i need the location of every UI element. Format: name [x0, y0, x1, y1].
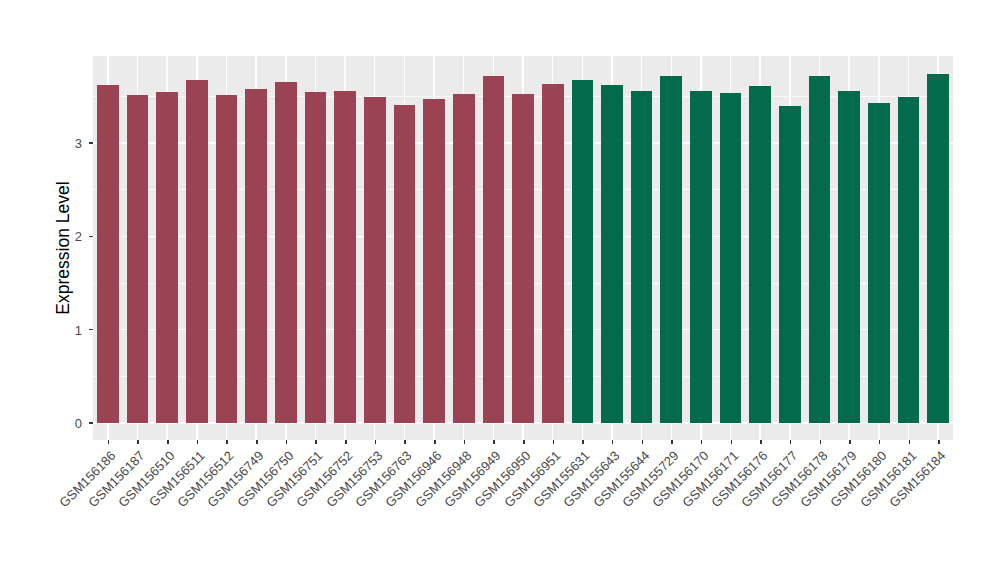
bar-GSM156176 — [749, 86, 771, 423]
bar-GSM156763 — [394, 105, 416, 423]
x-axis-slot: GSM156948 — [453, 440, 475, 580]
x-tick-mark — [167, 440, 169, 444]
x-tick-mark — [553, 440, 555, 444]
bar-GSM156752 — [334, 91, 356, 423]
x-axis-slot: GSM155631 — [572, 440, 594, 580]
bar-GSM156950 — [512, 94, 534, 423]
x-axis-slot: GSM156178 — [809, 440, 831, 580]
x-tick-mark — [909, 440, 911, 444]
x-axis-slot: GSM156750 — [275, 440, 297, 580]
x-axis-slot: GSM156176 — [749, 440, 771, 580]
x-axis-slot: GSM156949 — [483, 440, 505, 580]
bar-GSM156171 — [720, 93, 742, 423]
bar-GSM156170 — [690, 91, 712, 423]
bar-GSM156186 — [97, 85, 119, 423]
x-tick-mark — [226, 440, 228, 444]
bar-GSM155729 — [660, 76, 682, 423]
bar-GSM156512 — [216, 95, 238, 423]
y-tick-mark — [89, 329, 93, 331]
bar-GSM156181 — [898, 97, 920, 423]
x-axis-slot: GSM156171 — [720, 440, 742, 580]
bar-GSM156750 — [275, 82, 297, 423]
x-axis: GSM156186 GSM156187 GSM156510 GSM156511 GSM1… — [93, 440, 953, 580]
x-axis-slot: GSM156763 — [394, 440, 416, 580]
x-axis-slot: GSM156749 — [245, 440, 267, 580]
x-tick-mark — [701, 440, 703, 444]
bar-GSM156511 — [186, 80, 208, 423]
x-tick-mark — [315, 440, 317, 444]
x-axis-slot: GSM156751 — [305, 440, 327, 580]
x-axis-slot: GSM156184 — [927, 440, 949, 580]
x-axis-slot: GSM156181 — [898, 440, 920, 580]
x-tick-mark — [108, 440, 110, 444]
x-axis-slot: GSM156511 — [186, 440, 208, 580]
x-axis-slot: GSM156510 — [156, 440, 178, 580]
x-tick-mark — [879, 440, 881, 444]
y-tick-label: 0 — [75, 416, 82, 431]
bar-GSM156946 — [423, 99, 445, 423]
x-axis-slot: GSM156752 — [334, 440, 356, 580]
x-tick-mark — [642, 440, 644, 444]
x-tick-mark — [286, 440, 288, 444]
x-tick-mark — [671, 440, 673, 444]
x-axis-slot: GSM156177 — [779, 440, 801, 580]
x-axis-slot: GSM156186 — [97, 440, 119, 580]
bar-GSM156753 — [364, 97, 386, 423]
x-axis-slot: GSM156951 — [542, 440, 564, 580]
bar-GSM156180 — [868, 103, 890, 423]
x-axis-slot: GSM156180 — [868, 440, 890, 580]
bar-GSM156179 — [838, 91, 860, 423]
y-axis: 0 1 2 3 — [0, 56, 93, 440]
bar-GSM155631 — [572, 80, 594, 423]
x-tick-mark — [938, 440, 940, 444]
bar-GSM156187 — [127, 95, 149, 423]
x-tick-mark — [612, 440, 614, 444]
x-tick-mark — [523, 440, 525, 444]
x-tick-mark — [582, 440, 584, 444]
bar-GSM155643 — [601, 85, 623, 423]
bars-container — [93, 56, 953, 440]
x-tick-mark — [345, 440, 347, 444]
x-tick-mark — [493, 440, 495, 444]
x-tick-mark — [256, 440, 258, 444]
bar-GSM155644 — [631, 91, 653, 423]
expression-bar-chart: Expression Level 0123 GSM156186GSM156187… — [0, 0, 1000, 580]
bar-GSM156949 — [483, 76, 505, 423]
x-tick-mark — [820, 440, 822, 444]
x-tick-mark — [375, 440, 377, 444]
x-tick-mark — [137, 440, 139, 444]
x-axis-slot: GSM156512 — [216, 440, 238, 580]
x-axis-slot: GSM156170 — [690, 440, 712, 580]
y-tick-label: 2 — [75, 229, 82, 244]
x-axis-slot: GSM156753 — [364, 440, 386, 580]
bar-GSM156749 — [245, 89, 267, 423]
x-axis-slot: GSM155729 — [660, 440, 682, 580]
bar-GSM156951 — [542, 84, 564, 423]
x-axis-slot: GSM155644 — [631, 440, 653, 580]
x-axis-slot: GSM156187 — [127, 440, 149, 580]
x-tick-mark — [404, 440, 406, 444]
x-axis-slot: GSM156950 — [512, 440, 534, 580]
y-tick-mark — [89, 422, 93, 424]
x-axis-slot: GSM156946 — [423, 440, 445, 580]
x-tick-mark — [197, 440, 199, 444]
y-tick-label: 3 — [75, 136, 82, 151]
x-tick-mark — [434, 440, 436, 444]
x-tick-mark — [731, 440, 733, 444]
bar-GSM156751 — [305, 92, 327, 423]
bar-GSM156178 — [809, 76, 831, 423]
x-tick-mark — [760, 440, 762, 444]
x-tick-mark — [790, 440, 792, 444]
x-tick-mark — [849, 440, 851, 444]
y-tick-mark — [89, 142, 93, 144]
x-axis-slot: GSM156179 — [838, 440, 860, 580]
y-tick-mark — [89, 236, 93, 238]
x-axis-slot: GSM155643 — [601, 440, 623, 580]
bar-GSM156948 — [453, 94, 475, 423]
bar-GSM156177 — [779, 106, 801, 423]
bar-GSM156510 — [156, 92, 178, 423]
bar-GSM156184 — [927, 74, 949, 423]
y-tick-label: 1 — [75, 322, 82, 337]
x-tick-mark — [464, 440, 466, 444]
